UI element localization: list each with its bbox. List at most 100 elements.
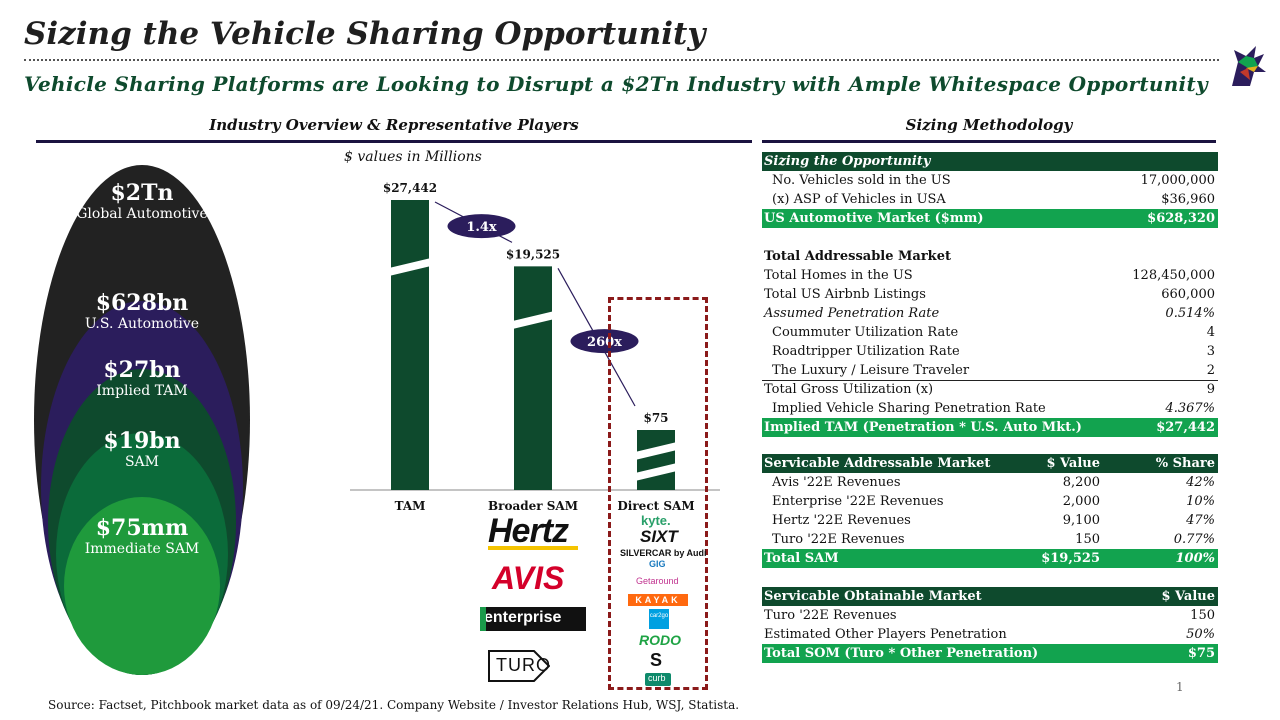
- row-share: 100%: [1175, 551, 1216, 566]
- curb-logo-bg: curb: [645, 673, 671, 686]
- table-row: (x) ASP of Vehicles in USA $36,960: [762, 190, 1218, 210]
- axis-break-mark: [635, 442, 677, 460]
- bar-direct-sam: [637, 430, 675, 490]
- sam-header-row: Servicable Addressable Market $ Value % …: [762, 454, 1218, 473]
- row-value: 3: [1206, 344, 1215, 359]
- kayak-logo: KAYAK: [635, 595, 681, 605]
- multiple-bubble: [447, 214, 516, 239]
- row-value: 150: [1075, 532, 1100, 547]
- ellipse-tam-value: $27bn: [103, 357, 181, 383]
- row-value: 4: [1206, 325, 1215, 340]
- data-label: $27,442: [383, 181, 437, 195]
- table-row: Total Gross Utilization (x) 9: [762, 380, 1218, 399]
- row-value: $628,320: [1147, 211, 1215, 226]
- row-label: Total Homes in the US: [764, 268, 913, 283]
- row-value: 9,100: [1062, 513, 1100, 528]
- ellipse-immediate-label: Immediate SAM: [84, 541, 200, 557]
- bar-broader-sam: [514, 266, 552, 490]
- curb-logo: curb: [648, 673, 666, 683]
- axis-break-mark: [389, 258, 431, 276]
- row-label: Coummuter Utilization Rate: [772, 325, 959, 340]
- bar-tam: [391, 200, 429, 490]
- row-value: 8,200: [1062, 475, 1100, 490]
- row-value: 660,000: [1161, 287, 1215, 302]
- sizing-header-row: Sizing the Opportunity: [762, 152, 1218, 171]
- s-logo: S: [650, 650, 663, 670]
- row-value: 17,000,000: [1140, 173, 1215, 188]
- data-label: $19,525: [506, 247, 560, 261]
- car2go-logo: car2go: [649, 613, 669, 619]
- section-divider-left: [36, 140, 752, 143]
- multiple-bubble: [570, 329, 639, 354]
- row-label: Turo '22E Revenues: [772, 532, 905, 547]
- table-row: Enterprise '22E Revenues 2,000 10%: [762, 492, 1218, 511]
- table-row: Roadtripper Utilization Rate 3: [762, 342, 1218, 361]
- ellipse-us-value: $628bn: [95, 290, 189, 316]
- tam-header: Total Addressable Market: [764, 249, 951, 264]
- hertz-logo-bar: [488, 546, 578, 550]
- sam-total-row: Total SAM $19,525 100%: [762, 549, 1218, 568]
- table-row: Avis '22E Revenues 8,200 42%: [762, 473, 1218, 492]
- som-header-row: Servicable Obtainable Market $ Value: [762, 587, 1218, 606]
- section-heading-methodology: Sizing Methodology: [905, 116, 1073, 134]
- source-footnote: Source: Factset, Pitchbook market data a…: [48, 698, 740, 712]
- row-label: Implied Vehicle Sharing Penetration Rate: [772, 401, 1046, 416]
- table-row: No. Vehicles sold in the US 17,000,000: [762, 171, 1218, 190]
- table-row: The Luxury / Leisure Traveler 2: [762, 361, 1218, 381]
- tam-header-row: Total Addressable Market: [762, 247, 1218, 266]
- row-label: Avis '22E Revenues: [772, 475, 901, 490]
- sixt-logo: SIXT: [640, 527, 678, 546]
- row-label: Enterprise '22E Revenues: [772, 494, 944, 509]
- row-share: 47%: [1186, 513, 1215, 528]
- row-value: 2: [1206, 363, 1215, 378]
- table-row: Hertz '22E Revenues 9,100 47%: [762, 511, 1218, 530]
- silvercar-logo: SILVERCAR by Audi: [620, 548, 707, 558]
- row-label: Total SOM (Turo * Other Penetration): [764, 646, 1039, 661]
- gig-logo: GIG: [649, 559, 666, 569]
- page-number: 1: [1176, 680, 1184, 694]
- hertz-logo: Hertz: [488, 512, 569, 550]
- row-value: 2,000: [1062, 494, 1100, 509]
- axis-break-mark: [635, 463, 677, 481]
- sizing-bar-chart: $27,442 TAM $19,525 Broader SAM $75 Direct SA…: [350, 181, 720, 513]
- car2go-logo-bg: car2go: [649, 609, 669, 629]
- row-label: (x) ASP of Vehicles in USA: [772, 192, 946, 207]
- row-value: $75: [1187, 646, 1215, 661]
- row-label: No. Vehicles sold in the US: [772, 173, 951, 188]
- page-title: Sizing the Vehicle Sharing Opportunity: [24, 16, 706, 52]
- section-heading-overview: Industry Overview & Representative Playe…: [209, 116, 579, 134]
- row-value: 50%: [1186, 627, 1215, 642]
- axis-break-mark: [512, 311, 554, 330]
- row-label: Implied TAM (Penetration * U.S. Auto Mkt…: [764, 420, 1082, 435]
- row-value: $19,525: [1041, 551, 1100, 566]
- sizing-header: Sizing the Opportunity: [764, 154, 931, 169]
- row-value: 0.514%: [1165, 306, 1215, 321]
- som-col-value: $ Value: [1161, 589, 1215, 604]
- turo-logo-frame: [488, 650, 550, 682]
- getaround-logo-bg: Getaround: [636, 576, 682, 589]
- sizing-total-row: US Automotive Market ($mm) $628,320: [762, 209, 1218, 228]
- chart-units-note: $ values in Millions: [344, 149, 482, 165]
- ellipse-sam-value: $19bn: [103, 428, 181, 454]
- table-row: Implied Vehicle Sharing Penetration Rate…: [762, 399, 1218, 419]
- ellipse-global-value: $2Tn: [110, 180, 174, 206]
- ellipse-tam-label: Implied TAM: [96, 383, 188, 399]
- category-label: TAM: [395, 499, 426, 513]
- kayak-logo-bg: KAYAK: [628, 594, 688, 606]
- avis-logo: AVIS: [492, 560, 565, 596]
- som-total-row: Total SOM (Turo * Other Penetration) $75: [762, 644, 1218, 663]
- sam-col-share: % Share: [1155, 456, 1215, 471]
- row-value: 4.367%: [1165, 401, 1215, 416]
- title-divider: [24, 59, 1219, 61]
- row-label: Total SAM: [764, 551, 839, 566]
- data-label: $75: [643, 411, 668, 425]
- row-label: Roadtripper Utilization Rate: [772, 344, 960, 359]
- ellipse-immediate-sam: [64, 497, 220, 675]
- row-value: $27,442: [1156, 420, 1215, 435]
- row-label: Estimated Other Players Penetration: [764, 627, 1007, 642]
- enterprise-logo: enterprise: [484, 609, 562, 626]
- row-label: US Automotive Market ($mm): [764, 211, 984, 226]
- enterprise-logo-mark: [480, 607, 486, 631]
- kyte-logo: kyte.: [641, 513, 671, 528]
- multiple-label: 260x: [587, 335, 622, 350]
